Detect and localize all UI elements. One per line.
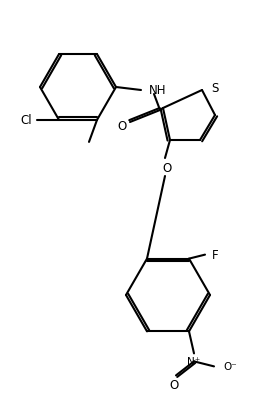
Text: N⁺: N⁺ bbox=[187, 356, 201, 367]
Text: O: O bbox=[117, 120, 127, 133]
Text: Cl: Cl bbox=[20, 114, 32, 127]
Text: S: S bbox=[211, 81, 218, 94]
Text: F: F bbox=[212, 249, 219, 261]
Text: NH: NH bbox=[149, 84, 166, 97]
Text: O⁻: O⁻ bbox=[223, 361, 237, 371]
Text: O: O bbox=[169, 378, 179, 391]
Text: O: O bbox=[162, 162, 172, 175]
